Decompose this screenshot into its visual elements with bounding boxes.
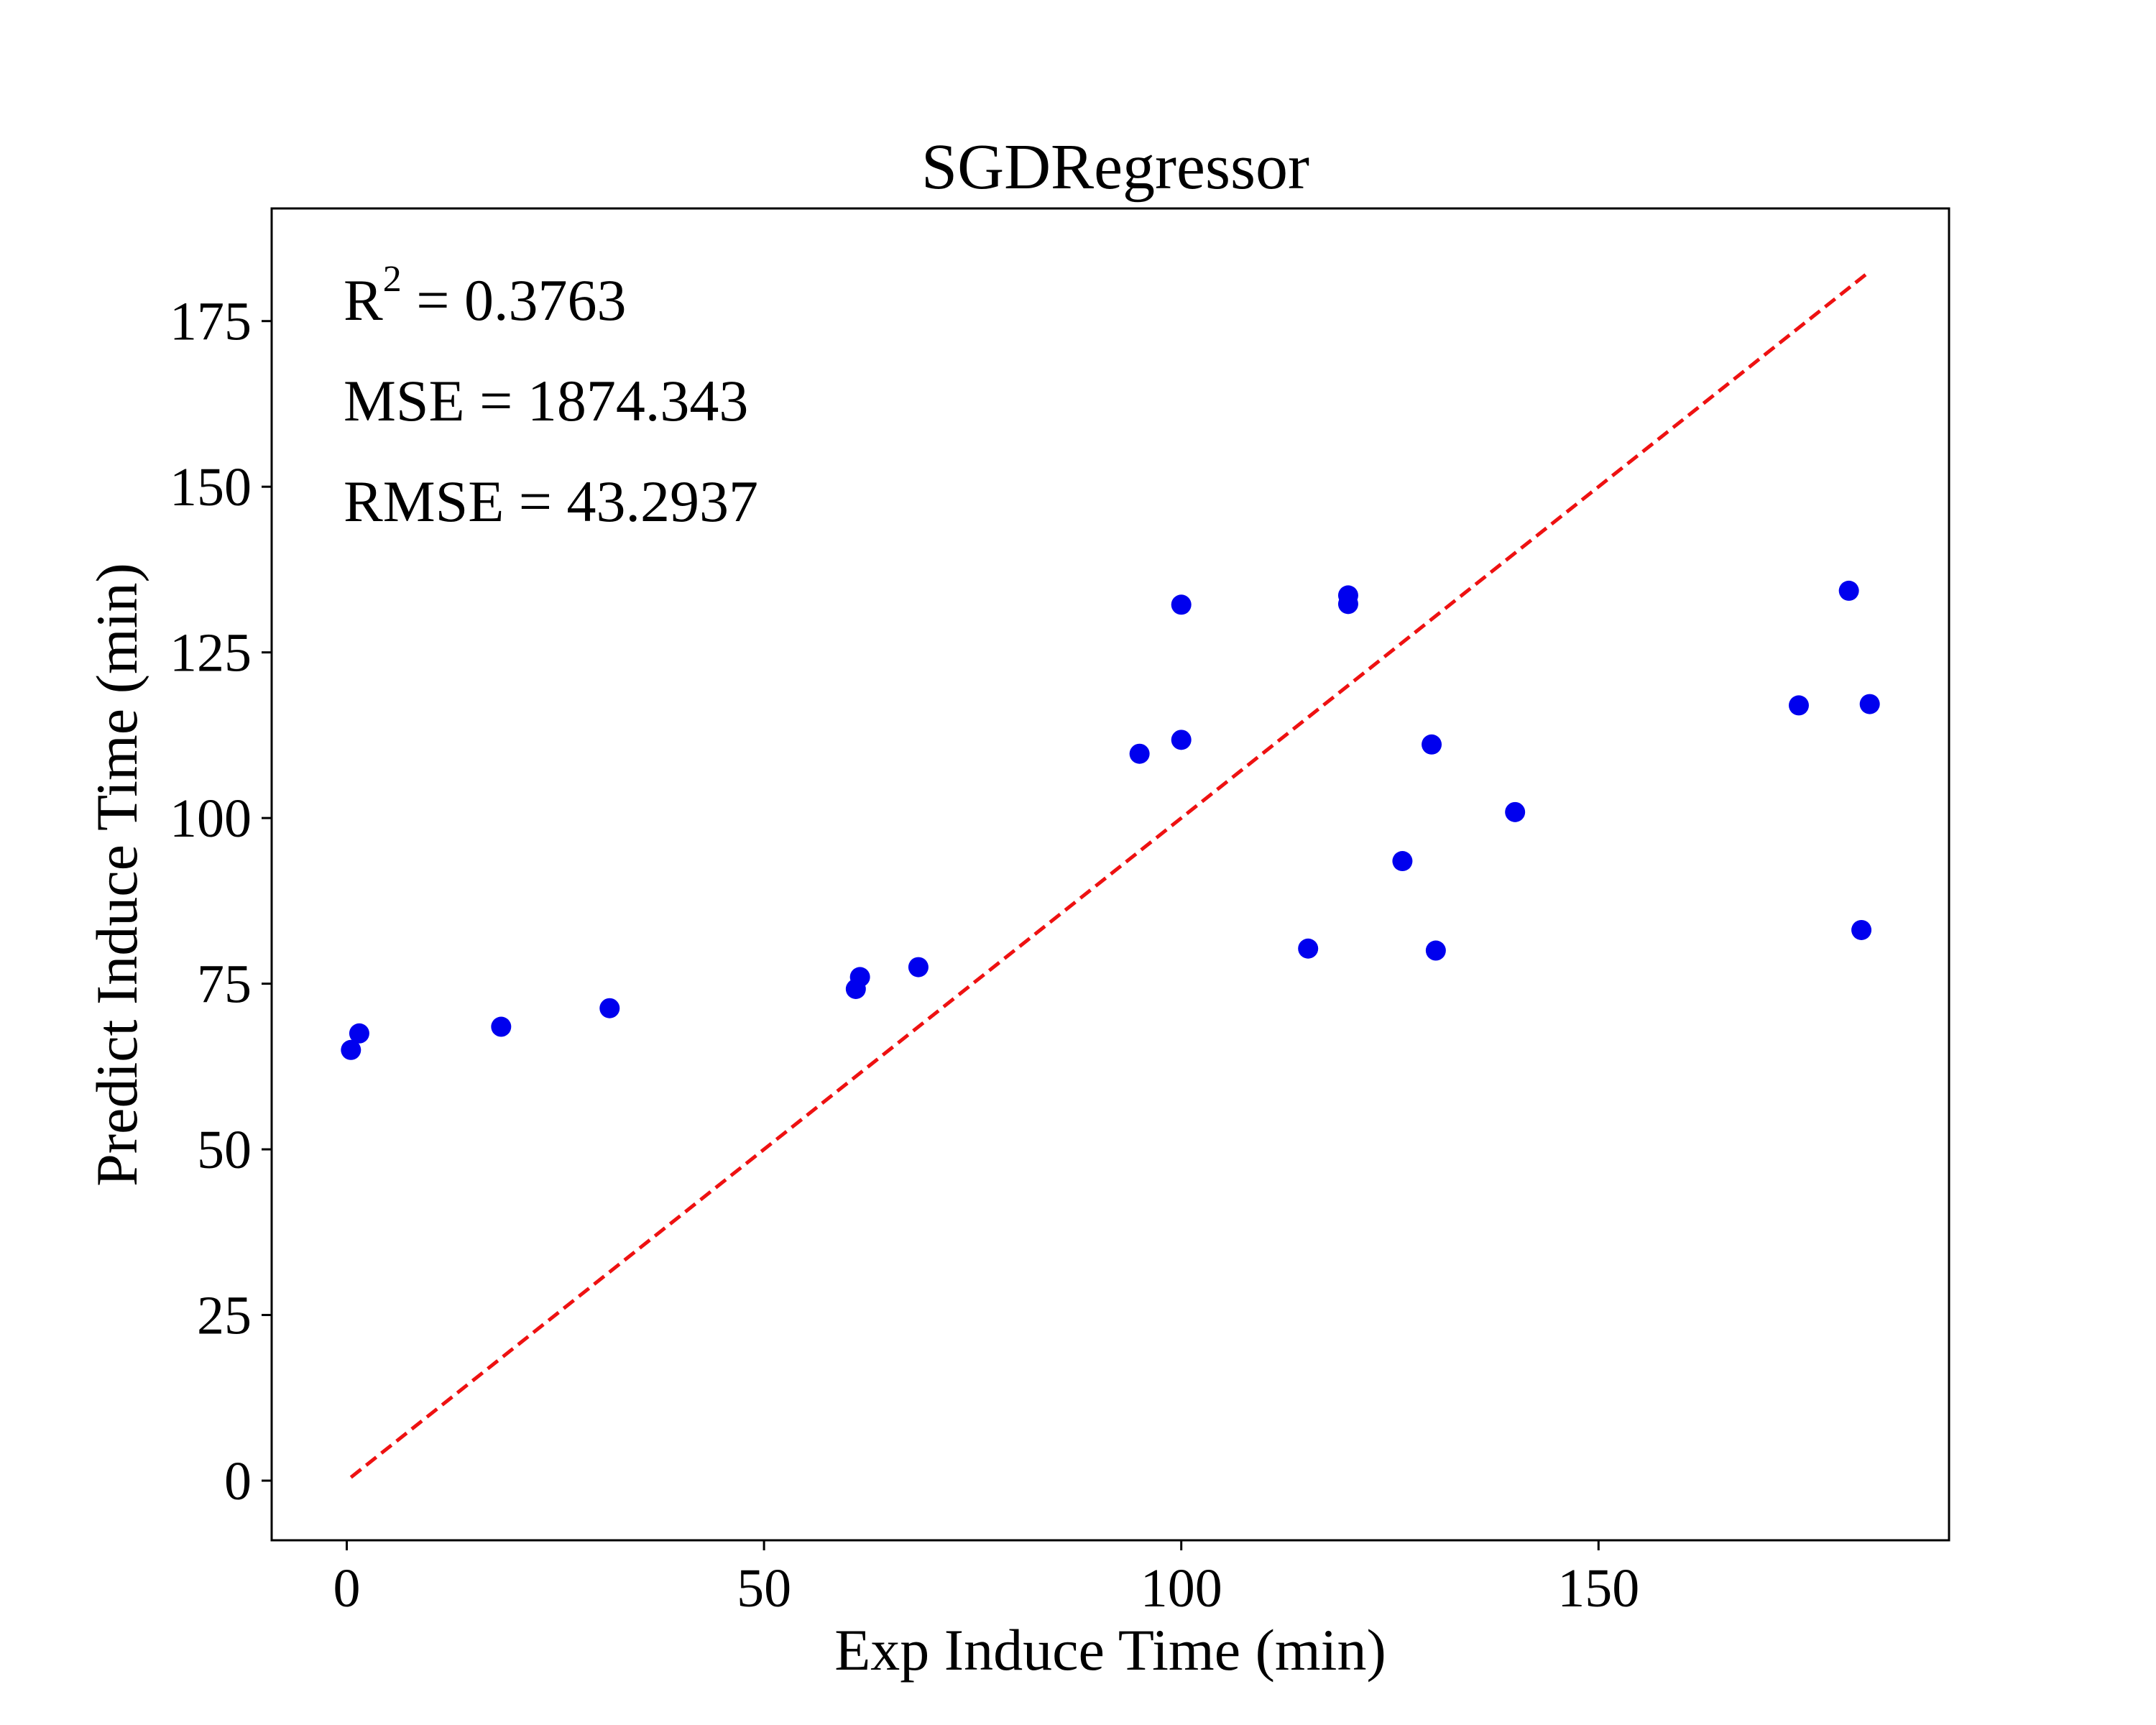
x-tick-label: 0 (333, 1558, 361, 1619)
data-point (491, 1016, 512, 1037)
data-point (1129, 743, 1150, 764)
data-point (1859, 694, 1880, 714)
data-point (1788, 695, 1809, 716)
data-point (908, 957, 929, 978)
y-tick-label: 50 (197, 1120, 252, 1180)
x-tick-label: 100 (1141, 1558, 1222, 1619)
x-tick-label: 150 (1557, 1558, 1639, 1619)
data-point (1505, 801, 1526, 822)
y-tick-label: 75 (197, 954, 252, 1015)
rmse-annotation: RMSE = 43.2937 (344, 469, 758, 534)
data-point (1851, 919, 1872, 940)
y-tick-label: 150 (170, 457, 252, 518)
data-point (1171, 594, 1192, 615)
y-axis-ticks: 0 25 50 75 100 125 150 175 (170, 292, 272, 1512)
r2-annotation: R2 = 0.3763 (344, 259, 626, 333)
mse-annotation: MSE = 1874.343 (344, 368, 748, 433)
data-point (1337, 585, 1358, 606)
x-axis-label: Exp Induce Time (min) (834, 1617, 1386, 1683)
y-tick-label: 0 (224, 1451, 252, 1512)
y-tick-label: 175 (170, 292, 252, 352)
data-point (599, 998, 620, 1018)
y-tick-label: 100 (170, 788, 252, 849)
r2-superscript: 2 (383, 259, 402, 300)
data-point (1392, 851, 1413, 872)
y-tick-label: 125 (170, 623, 252, 684)
plot-area (341, 270, 1880, 1479)
reference-line (349, 270, 1871, 1479)
data-point (1298, 938, 1319, 959)
data-point (849, 967, 870, 988)
r2-value: = 0.3763 (402, 267, 627, 333)
data-point (349, 1023, 369, 1044)
y-tick-label: 25 (197, 1286, 252, 1346)
r2-prefix: R (344, 267, 383, 333)
data-point (1838, 580, 1859, 601)
plot-frame (270, 207, 1950, 1542)
x-tick-label: 50 (737, 1558, 791, 1619)
data-point (1422, 734, 1442, 755)
x-axis-ticks: 0 50 100 150 (333, 1540, 1639, 1619)
data-point (341, 1039, 361, 1060)
chart-title: SGDRegressor (921, 132, 1309, 203)
data-point (1425, 940, 1446, 961)
data-point (1171, 730, 1192, 750)
y-axis-label: Predict Induce Time (min) (84, 563, 149, 1187)
